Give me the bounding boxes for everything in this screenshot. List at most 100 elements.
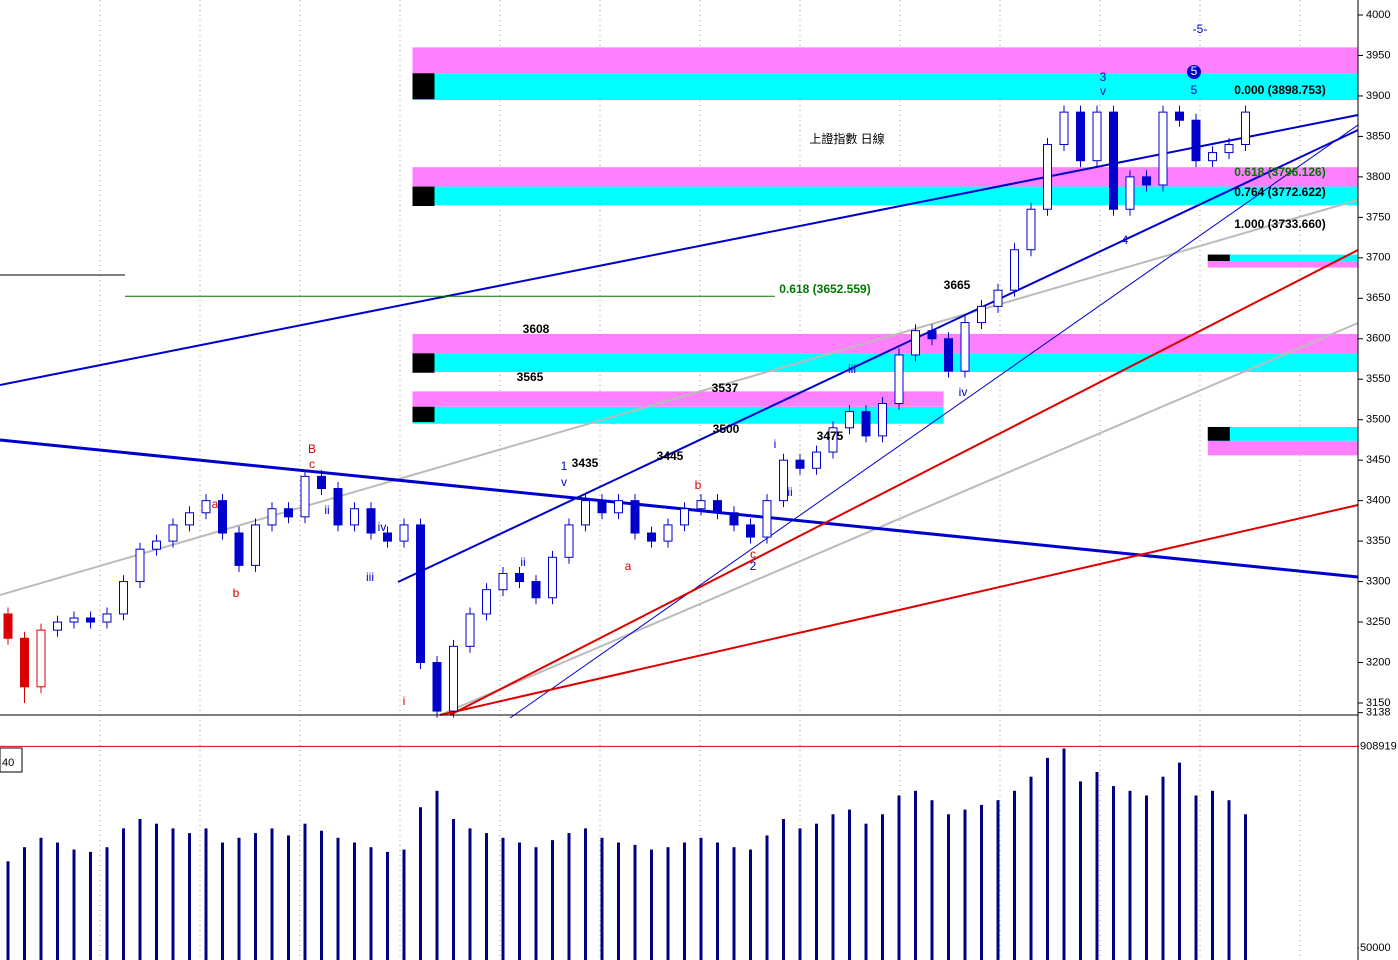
zone-flag: [1207, 426, 1230, 441]
volume-bar: [881, 814, 884, 960]
volume-bar: [468, 828, 472, 960]
y-tick-label: 3300: [1366, 575, 1390, 587]
zone-upper: [1207, 254, 1358, 262]
annotation: c: [750, 547, 756, 561]
candle-body: [762, 500, 772, 538]
volume-bar: [716, 842, 719, 960]
zone-upper: [412, 333, 1358, 354]
volume-bar: [732, 847, 736, 960]
y-tick-label: 3400: [1366, 495, 1390, 507]
candle-body: [234, 532, 244, 566]
candle-body: [696, 500, 706, 510]
candle-body: [1109, 111, 1118, 210]
annotation: iv: [378, 520, 387, 534]
annotation: 1: [561, 459, 568, 473]
volume-bar: [518, 842, 521, 960]
annotation: 1.000 (3733.660): [1234, 217, 1325, 231]
zone-lower: [412, 186, 1358, 206]
candle-body: [878, 403, 887, 437]
annotation: iv: [959, 385, 968, 399]
volume-bar: [699, 837, 703, 960]
candle-body: [152, 540, 161, 550]
tick-label-bg: [1359, 941, 1398, 956]
volume-bar: [633, 844, 637, 960]
volume-bar: [204, 828, 208, 960]
annotation: 4: [1122, 233, 1129, 247]
zone-flag: [412, 186, 435, 207]
volume-bar: [89, 851, 92, 960]
volume-bar: [39, 837, 43, 960]
volume-bar: [1161, 776, 1165, 960]
candle-body: [795, 459, 805, 469]
zone-lower: [1207, 261, 1358, 268]
annotation: 0.618 (3652.559): [779, 282, 870, 296]
y-tick-label: 908919: [1360, 740, 1397, 752]
candle-body: [647, 532, 656, 542]
y-tick-label: 3500: [1366, 414, 1390, 426]
annotation: 5: [1191, 64, 1198, 78]
y-tick-label: 3800: [1366, 171, 1390, 183]
candle-body: [812, 451, 821, 469]
volume-bar: [402, 849, 406, 960]
volume-bar: [237, 837, 241, 960]
volume-bar: [1112, 786, 1115, 960]
volume-bar: [155, 823, 158, 960]
trend-lines: [0, 114, 1359, 719]
y-tick-label: 3900: [1366, 90, 1390, 102]
y-tick-label: 4000: [1366, 9, 1390, 21]
candles: [3, 105, 1250, 718]
tick-label-bg: [1359, 739, 1398, 754]
candle-body: [168, 524, 178, 542]
annotation: -5-: [1193, 22, 1208, 36]
volume-bar: [6, 861, 10, 960]
volume-bar: [963, 809, 967, 960]
volume-bar: [501, 837, 505, 960]
candle-body: [1059, 111, 1069, 146]
candle-body: [1142, 176, 1151, 186]
candle-body: [383, 532, 392, 542]
volume-bar: [369, 847, 373, 960]
zone-upper: [412, 391, 944, 407]
zone-flag: [1207, 254, 1230, 262]
zone-lower: [412, 406, 944, 424]
zone-lower: [412, 73, 1358, 100]
candle-body: [1224, 144, 1234, 154]
annotation: c: [309, 457, 315, 471]
candle-body: [201, 500, 211, 514]
candle-body: [1076, 111, 1085, 162]
volume-bar: [617, 842, 620, 960]
candle-body: [597, 500, 607, 514]
volume-bar: [551, 840, 554, 960]
volume-bar: [683, 842, 686, 960]
candle-body: [1125, 176, 1135, 210]
candle-body: [548, 556, 557, 599]
zone-flag: [412, 73, 435, 100]
candle-body: [663, 524, 673, 542]
candle-body: [300, 475, 310, 518]
y-tick-label: 3138: [1366, 707, 1390, 719]
annotation: ii: [520, 555, 525, 569]
y-tick-label: 3350: [1366, 535, 1390, 547]
annotation: 2: [750, 559, 757, 573]
candle-body: [350, 508, 359, 526]
candle-body: [69, 617, 79, 623]
volume-bar: [996, 800, 1000, 960]
volume-bar: [1227, 800, 1231, 960]
candle-body: [465, 613, 475, 647]
candle-body: [218, 500, 227, 534]
indicator-label: 40: [2, 757, 14, 769]
candle-body: [119, 581, 128, 615]
candle-body: [614, 500, 623, 514]
volume-bar: [650, 849, 653, 960]
volume-bar: [287, 835, 290, 960]
volume-bar: [1046, 757, 1049, 960]
volume-bar: [782, 819, 785, 960]
candle-body: [845, 411, 854, 429]
volume-bar: [336, 837, 340, 960]
volume-bar: [1194, 795, 1198, 960]
candle-body: [960, 322, 970, 372]
volume-bar: [1244, 814, 1247, 960]
candle-body: [944, 338, 953, 372]
candle-body: [977, 305, 986, 324]
y-tick-label: 3150: [1366, 697, 1390, 709]
